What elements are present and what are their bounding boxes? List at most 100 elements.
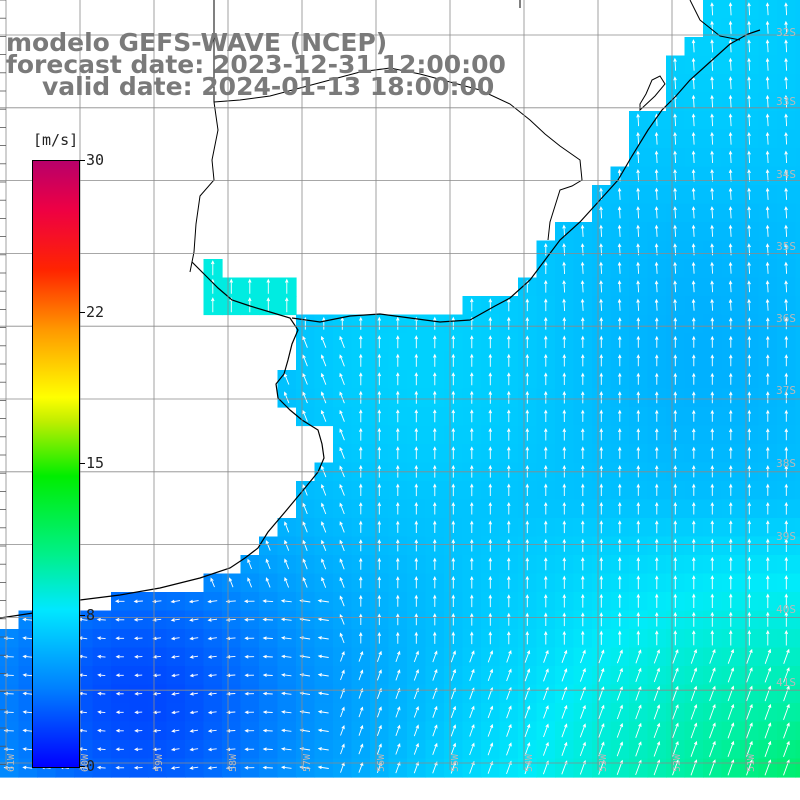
wind-arrow <box>728 20 733 34</box>
wind-arrow <box>599 224 603 237</box>
wind-arrow <box>506 612 511 626</box>
wind-arrow <box>506 557 511 571</box>
wind-arrow <box>134 692 143 696</box>
wind-arrow <box>784 372 789 385</box>
wind-arrow <box>247 297 252 313</box>
wind-arrow <box>747 187 751 200</box>
wind-arrow <box>673 483 678 496</box>
wind-arrow <box>134 747 143 752</box>
wind-arrow <box>262 747 273 751</box>
colorbar-tickmark-15 <box>79 463 85 464</box>
wind-arrow <box>599 298 603 311</box>
wind-arrow <box>747 76 751 90</box>
wind-arrow <box>672 704 679 720</box>
wind-arrow <box>747 629 752 646</box>
wind-arrow <box>262 599 274 603</box>
river-plate-border <box>189 101 219 273</box>
field-cell <box>795 425 800 445</box>
wind-arrow <box>506 668 512 682</box>
wind-arrow <box>506 372 511 386</box>
wind-arrow <box>207 766 217 770</box>
wind-arrow <box>654 150 659 164</box>
wind-arrow <box>488 316 493 330</box>
wind-arrow <box>728 483 733 496</box>
wind-arrow <box>339 521 345 533</box>
wind-arrow <box>653 722 661 739</box>
wind-arrow <box>635 704 642 720</box>
wind-arrow <box>395 669 401 681</box>
wind-arrow <box>170 618 180 622</box>
wind-arrow <box>506 427 511 441</box>
wind-arrow <box>543 705 549 719</box>
wind-arrow <box>115 654 124 659</box>
wind-arrow <box>580 501 585 515</box>
wind-arrow <box>562 538 567 552</box>
wind-arrow <box>673 372 678 385</box>
wind-arrow <box>265 539 271 551</box>
wind-arrow <box>747 556 752 571</box>
wind-arrow <box>653 649 660 664</box>
wind-arrow <box>765 354 770 367</box>
wind-arrow <box>673 391 678 404</box>
wind-arrow <box>635 649 642 664</box>
wind-arrow <box>525 557 530 571</box>
wind-arrow <box>247 278 252 294</box>
wind-arrow <box>617 168 622 182</box>
wind-arrow <box>691 575 696 590</box>
wind-arrow <box>580 630 585 645</box>
wind-arrow <box>562 372 567 385</box>
field-cell <box>795 666 800 686</box>
wind-arrow <box>395 724 401 737</box>
wind-arrow <box>469 705 475 719</box>
wind-arrow <box>691 131 696 145</box>
wind-arrow <box>673 409 678 422</box>
wind-arrow <box>432 390 437 404</box>
wind-arrow <box>22 728 33 733</box>
wind-arrow <box>691 150 696 164</box>
wind-arrow <box>710 593 715 608</box>
wind-arrow <box>395 520 400 533</box>
wind-arrow <box>747 168 751 182</box>
wind-arrow <box>432 594 437 607</box>
wind-arrow <box>377 520 382 533</box>
wind-arrow <box>673 556 678 571</box>
wind-arrow <box>765 593 770 609</box>
wind-arrow <box>636 261 640 274</box>
wind-arrow <box>171 655 180 659</box>
wind-arrow <box>281 654 292 659</box>
wind-arrow <box>673 354 678 367</box>
wind-arrow <box>280 617 292 622</box>
wind-arrow <box>340 743 345 755</box>
wind-arrow <box>728 317 733 330</box>
wind-arrow <box>262 673 273 677</box>
wind-arrow <box>710 538 715 552</box>
wind-arrow <box>747 131 751 145</box>
wind-arrow <box>451 557 456 570</box>
wind-arrow <box>728 391 733 404</box>
wind-arrow <box>451 446 456 460</box>
wind-arrow <box>728 150 733 164</box>
wind-arrow <box>580 261 585 274</box>
wind-arrow <box>414 613 419 626</box>
wind-arrow <box>170 747 180 752</box>
wind-arrow <box>525 446 530 460</box>
wind-arrow <box>432 724 438 737</box>
wind-arrow <box>543 409 548 422</box>
field-cell <box>795 240 800 260</box>
wind-arrow <box>207 710 217 715</box>
wind-arrow <box>747 20 751 34</box>
wind-arrow <box>672 667 679 683</box>
wind-arrow <box>784 113 788 127</box>
wind-arrow <box>302 521 308 533</box>
wind-arrow <box>525 335 530 349</box>
wind-arrow <box>506 483 511 496</box>
wind-arrow <box>321 502 327 515</box>
lat-label: 35S <box>776 240 796 253</box>
wind-arrow <box>673 611 678 627</box>
wind-arrow <box>747 391 752 404</box>
wind-arrow <box>710 224 714 237</box>
wind-arrow <box>317 654 329 659</box>
wind-arrow <box>207 599 218 604</box>
wind-arrow <box>598 704 605 720</box>
colorbar-tickmark-22 <box>79 312 85 313</box>
